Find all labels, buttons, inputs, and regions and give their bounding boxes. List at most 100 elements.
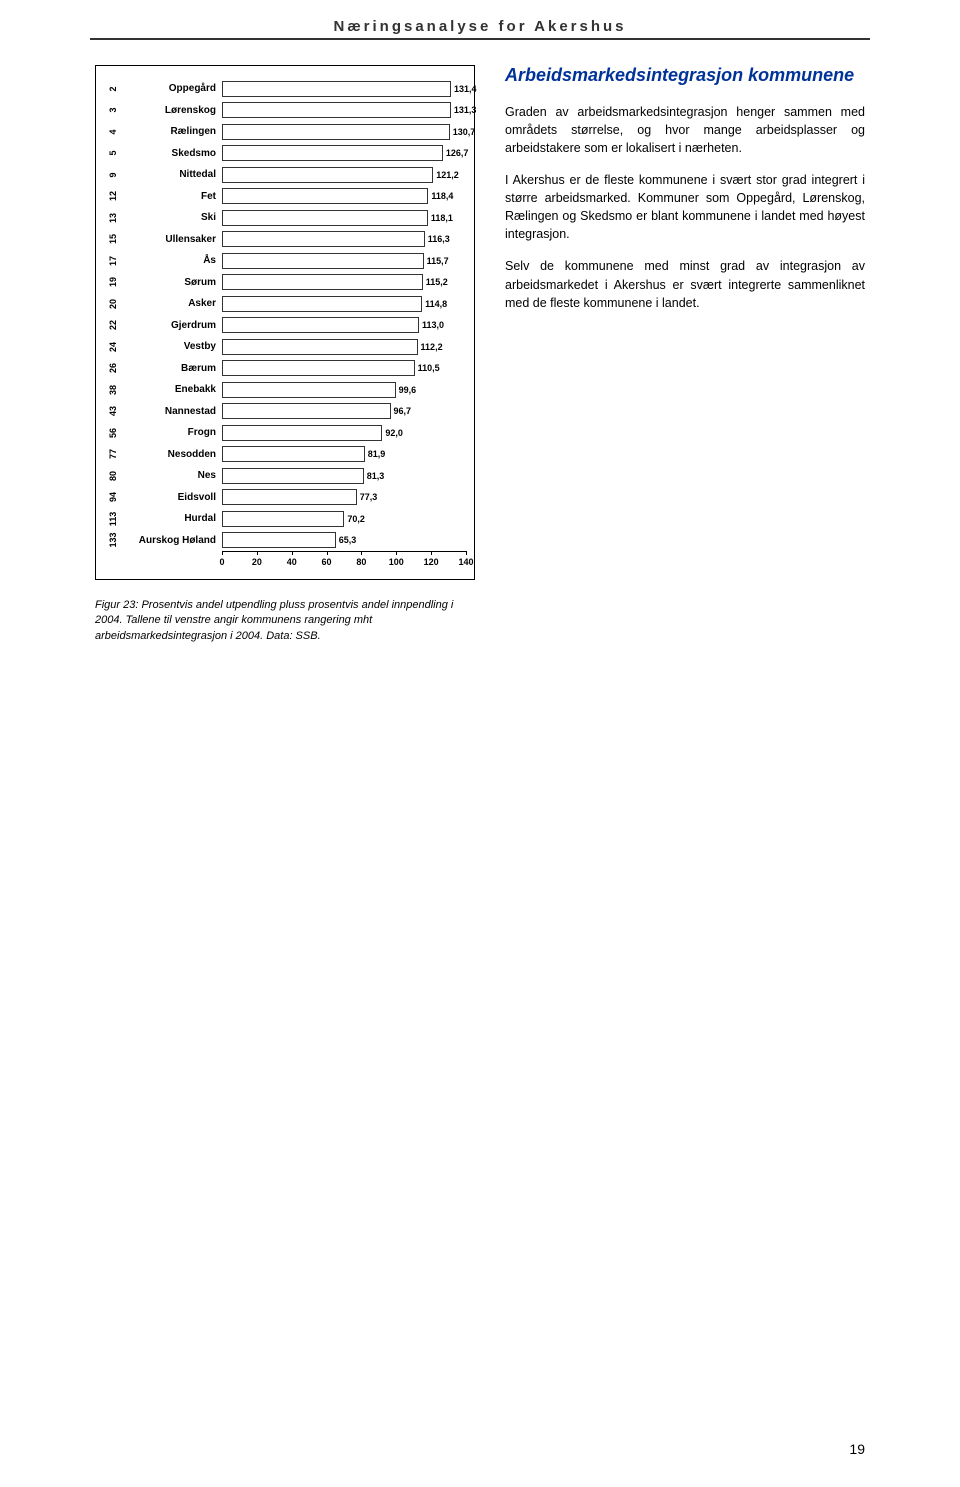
bar-area: 96,7	[222, 402, 466, 420]
row-label: Nesodden	[122, 449, 222, 460]
bar-value-label: 81,9	[368, 446, 386, 462]
bar-area: 99,6	[222, 381, 466, 399]
chart-row: 77 Nesodden 81,9	[104, 444, 466, 466]
row-label: Gjerdrum	[122, 320, 222, 331]
chart-row: 5Skedsmo126,7	[104, 143, 466, 165]
bar-value-label: 115,2	[426, 274, 448, 290]
row-rank: 15	[108, 230, 118, 248]
bar	[222, 446, 365, 462]
bar-value-label: 70,2	[347, 511, 365, 527]
chart-row: 113 Hurdal 70,2	[104, 508, 466, 530]
bar	[222, 489, 357, 505]
bar-area: 131,3	[222, 101, 466, 119]
row-label: Frogn	[122, 427, 222, 438]
chart-row: 17 Ås 115,7	[104, 250, 466, 272]
row-label: Bærum	[122, 363, 222, 374]
bar-area: 115,7	[222, 252, 466, 270]
row-rank: 17	[108, 252, 118, 270]
bar-chart: 2Oppegård131,43Lørenskog131,34Rælingen13…	[95, 65, 475, 580]
row-rank: 4	[108, 123, 118, 141]
bar-value-label: 65,3	[339, 532, 357, 548]
bar-value-label: 112,2	[421, 339, 443, 355]
bar-value-label: 121,2	[436, 167, 459, 183]
chart-row: 43Nannestad96,7	[104, 401, 466, 423]
row-rank: 43	[108, 402, 118, 420]
figure-caption: Figur 23: Prosentvis andel utpendling pl…	[95, 598, 475, 644]
chart-row: 12Fet118,4	[104, 186, 466, 208]
bar	[222, 231, 425, 247]
row-rank: 77	[108, 445, 118, 463]
row-label: Ullensaker	[122, 234, 222, 245]
bar	[222, 468, 364, 484]
row-rank: 22	[108, 316, 118, 334]
bar-value-label: 92,0	[385, 425, 403, 441]
bar	[222, 145, 443, 161]
chart-row: 26Bærum110,5	[104, 358, 466, 380]
row-label: Hurdal	[122, 513, 222, 524]
bar-area: 126,7	[222, 144, 466, 162]
x-tick-label: 20	[252, 557, 262, 567]
chart-row: 133Aurskog Høland65,3	[104, 530, 466, 552]
row-rank: 94	[108, 488, 118, 506]
bar	[222, 210, 428, 226]
bar	[222, 339, 418, 355]
row-label: Rælingen	[122, 126, 222, 137]
paragraph: Selv de kommunene med minst grad av inte…	[505, 257, 865, 311]
bar-area: 70,2	[222, 510, 466, 528]
chart-row: 22 Gjerdrum 113,0	[104, 315, 466, 337]
bar	[222, 317, 419, 333]
right-column: Arbeidsmarkedsintegrasjon kommunene Grad…	[505, 65, 865, 644]
bar-value-label: 126,7	[446, 145, 469, 161]
bar-value-label: 118,1	[431, 210, 453, 226]
x-tick-label: 40	[287, 557, 297, 567]
bar-area: 92,0	[222, 424, 466, 442]
left-column: 2Oppegård131,43Lørenskog131,34Rælingen13…	[95, 65, 475, 644]
bar	[222, 511, 344, 527]
bar-area: 110,5	[222, 359, 466, 377]
row-rank: 113	[108, 510, 118, 528]
bar-area: 65,3	[222, 531, 466, 549]
chart-row: 80 Nes 81,3	[104, 465, 466, 487]
x-tick-label: 80	[356, 557, 366, 567]
row-rank: 80	[108, 467, 118, 485]
bar-area: 118,4	[222, 187, 466, 205]
bar	[222, 188, 428, 204]
bar	[222, 382, 396, 398]
row-label: Asker	[122, 298, 222, 309]
chart-row: 24Vestby112,2	[104, 336, 466, 358]
row-label: Nes	[122, 470, 222, 481]
chart-row: 13Ski118,1	[104, 207, 466, 229]
row-rank: 19	[108, 273, 118, 291]
bar-value-label: 130,7	[453, 124, 476, 140]
bar-value-label: 114,8	[425, 296, 447, 312]
row-label: Skedsmo	[122, 148, 222, 159]
bar-area: 113,0	[222, 316, 466, 334]
bar-area: 81,3	[222, 467, 466, 485]
chart-row: 19 Sørum 115,2	[104, 272, 466, 294]
bar-value-label: 81,3	[367, 468, 385, 484]
row-label: Aurskog Høland	[122, 535, 222, 546]
chart-row: 38Enebakk99,6	[104, 379, 466, 401]
bar	[222, 253, 424, 269]
row-label: Enebakk	[122, 384, 222, 395]
chart-row: 9Nittedal121,2	[104, 164, 466, 186]
paragraph: I Akershus er de fleste kommunene i svær…	[505, 171, 865, 244]
x-tick-label: 60	[322, 557, 332, 567]
chart-row: 56 Frogn 92,0	[104, 422, 466, 444]
row-rank: 20	[108, 295, 118, 313]
bar-value-label: 115,7	[427, 253, 449, 269]
row-rank: 13	[108, 209, 118, 227]
bar-value-label: 99,6	[399, 382, 417, 398]
row-label: Sørum	[122, 277, 222, 288]
bar-area: 77,3	[222, 488, 466, 506]
bar-value-label: 118,4	[431, 188, 453, 204]
chart-row: 3Lørenskog131,3	[104, 100, 466, 122]
bar	[222, 124, 450, 140]
row-rank: 56	[108, 424, 118, 442]
bar-area: 112,2	[222, 338, 466, 356]
bar-value-label: 131,4	[454, 81, 477, 97]
row-label: Oppegård	[122, 83, 222, 94]
row-label: Ås	[122, 255, 222, 266]
bar	[222, 167, 433, 183]
bar-value-label: 113,0	[422, 317, 444, 333]
